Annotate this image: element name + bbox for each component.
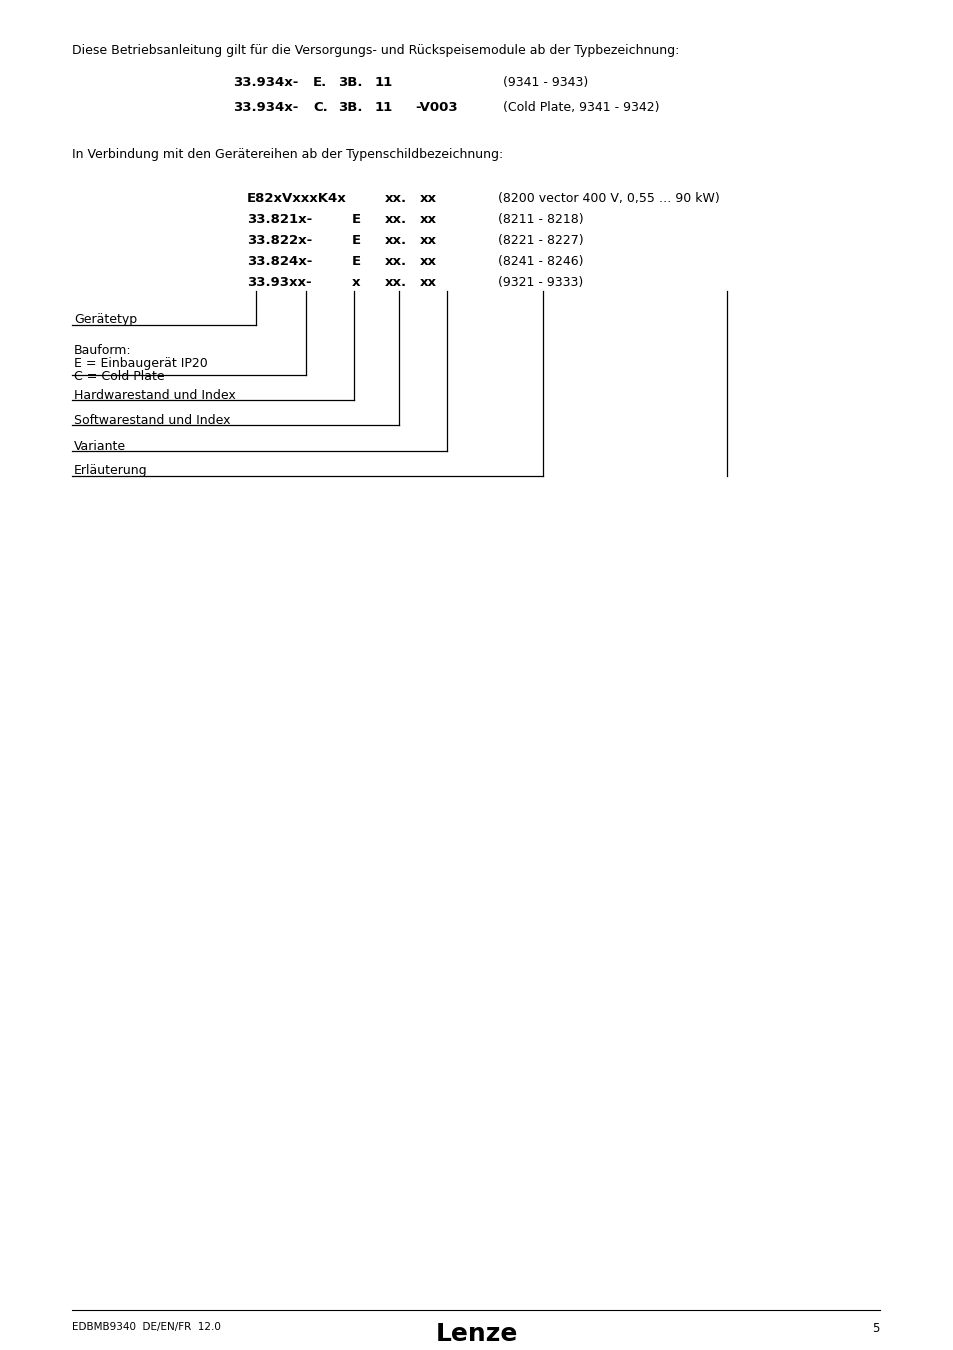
- Text: Diese Betriebsanleitung gilt für die Versorgungs- und Rückspeisemodule ab der Ty: Diese Betriebsanleitung gilt für die Ver…: [71, 45, 679, 57]
- Text: 33.93xx-: 33.93xx-: [247, 275, 312, 289]
- Text: E: E: [352, 234, 361, 247]
- Text: E = Einbaugerät IP20: E = Einbaugerät IP20: [74, 356, 208, 370]
- Text: C = Cold Plate: C = Cold Plate: [74, 370, 165, 383]
- Text: (9321 - 9333): (9321 - 9333): [497, 275, 582, 289]
- Text: EDBMB9340  DE/EN/FR  12.0: EDBMB9340 DE/EN/FR 12.0: [71, 1322, 221, 1332]
- Text: 3B.: 3B.: [337, 101, 362, 113]
- Text: Softwarestand und Index: Softwarestand und Index: [74, 414, 231, 427]
- Text: (8221 - 8227): (8221 - 8227): [497, 234, 583, 247]
- Text: E.: E.: [313, 76, 327, 89]
- Text: (8211 - 8218): (8211 - 8218): [497, 213, 583, 225]
- Text: (Cold Plate, 9341 - 9342): (Cold Plate, 9341 - 9342): [502, 101, 659, 113]
- Text: x: x: [352, 275, 360, 289]
- Text: xx: xx: [419, 192, 436, 205]
- Text: 5: 5: [872, 1322, 879, 1335]
- Text: 33.934x-: 33.934x-: [233, 101, 298, 113]
- Text: xx.: xx.: [385, 255, 407, 269]
- Text: xx.: xx.: [385, 192, 407, 205]
- Text: E82xVxxxK4x: E82xVxxxK4x: [247, 192, 346, 205]
- Text: Lenze: Lenze: [436, 1322, 517, 1346]
- Text: 33.821x-: 33.821x-: [247, 213, 312, 225]
- Text: Variante: Variante: [74, 440, 126, 454]
- Text: In Verbindung mit den Gerätereihen ab der Typenschildbezeichnung:: In Verbindung mit den Gerätereihen ab de…: [71, 148, 503, 161]
- Text: Hardwarestand und Index: Hardwarestand und Index: [74, 389, 235, 402]
- Text: C.: C.: [313, 101, 328, 113]
- Text: xx: xx: [419, 255, 436, 269]
- Text: xx.: xx.: [385, 234, 407, 247]
- Text: 11: 11: [375, 76, 393, 89]
- Text: Erläuterung: Erläuterung: [74, 464, 148, 477]
- Text: E: E: [352, 255, 361, 269]
- Text: Gerätetyp: Gerätetyp: [74, 313, 137, 325]
- Text: Bauform:: Bauform:: [74, 344, 132, 356]
- Text: (9341 - 9343): (9341 - 9343): [502, 76, 588, 89]
- Text: E: E: [352, 213, 361, 225]
- Text: xx.: xx.: [385, 213, 407, 225]
- Text: 33.822x-: 33.822x-: [247, 234, 312, 247]
- Text: 11: 11: [375, 101, 393, 113]
- Text: xx: xx: [419, 234, 436, 247]
- Text: (8241 - 8246): (8241 - 8246): [497, 255, 583, 269]
- Text: 33.934x-: 33.934x-: [233, 76, 298, 89]
- Text: -V003: -V003: [415, 101, 457, 113]
- Text: xx: xx: [419, 213, 436, 225]
- Text: xx.: xx.: [385, 275, 407, 289]
- Text: xx: xx: [419, 275, 436, 289]
- Text: (8200 vector 400 V, 0,55 … 90 kW): (8200 vector 400 V, 0,55 … 90 kW): [497, 192, 719, 205]
- Text: 33.824x-: 33.824x-: [247, 255, 312, 269]
- Text: 3B.: 3B.: [337, 76, 362, 89]
